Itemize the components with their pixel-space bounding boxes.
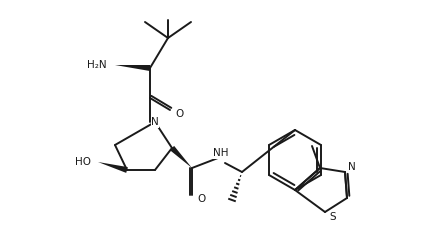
Text: H₂N: H₂N xyxy=(87,60,107,70)
Text: O: O xyxy=(198,194,206,204)
Polygon shape xyxy=(98,162,128,173)
Text: NH: NH xyxy=(213,148,229,158)
Text: N: N xyxy=(348,162,356,172)
Polygon shape xyxy=(115,65,150,71)
Text: N: N xyxy=(151,117,159,127)
Text: HO: HO xyxy=(75,157,91,167)
Text: O: O xyxy=(176,109,184,119)
Polygon shape xyxy=(170,146,192,168)
Text: S: S xyxy=(330,212,337,222)
